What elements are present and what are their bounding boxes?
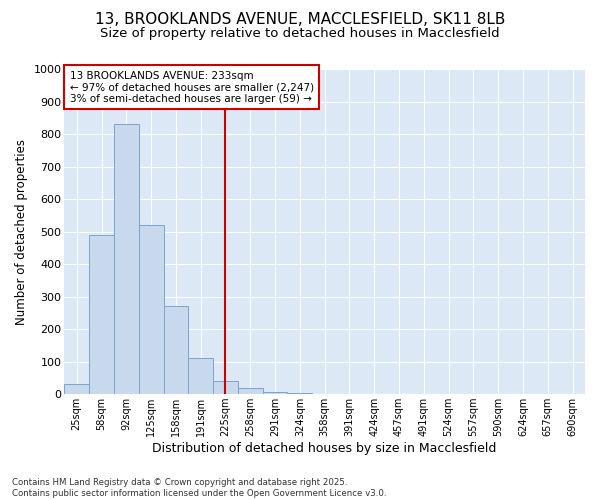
Text: 13 BROOKLANDS AVENUE: 233sqm
← 97% of detached houses are smaller (2,247)
3% of : 13 BROOKLANDS AVENUE: 233sqm ← 97% of de… xyxy=(70,70,314,104)
Bar xyxy=(263,392,287,394)
Bar xyxy=(164,306,188,394)
Bar xyxy=(114,124,139,394)
X-axis label: Distribution of detached houses by size in Macclesfield: Distribution of detached houses by size … xyxy=(152,442,497,455)
Bar xyxy=(139,225,164,394)
Bar xyxy=(213,381,238,394)
Text: Contains HM Land Registry data © Crown copyright and database right 2025.
Contai: Contains HM Land Registry data © Crown c… xyxy=(12,478,386,498)
Bar xyxy=(89,235,114,394)
Bar xyxy=(188,358,213,394)
Text: Size of property relative to detached houses in Macclesfield: Size of property relative to detached ho… xyxy=(100,28,500,40)
Text: 13, BROOKLANDS AVENUE, MACCLESFIELD, SK11 8LB: 13, BROOKLANDS AVENUE, MACCLESFIELD, SK1… xyxy=(95,12,505,28)
Bar xyxy=(64,384,89,394)
Bar xyxy=(238,388,263,394)
Y-axis label: Number of detached properties: Number of detached properties xyxy=(15,138,28,324)
Bar xyxy=(287,393,312,394)
